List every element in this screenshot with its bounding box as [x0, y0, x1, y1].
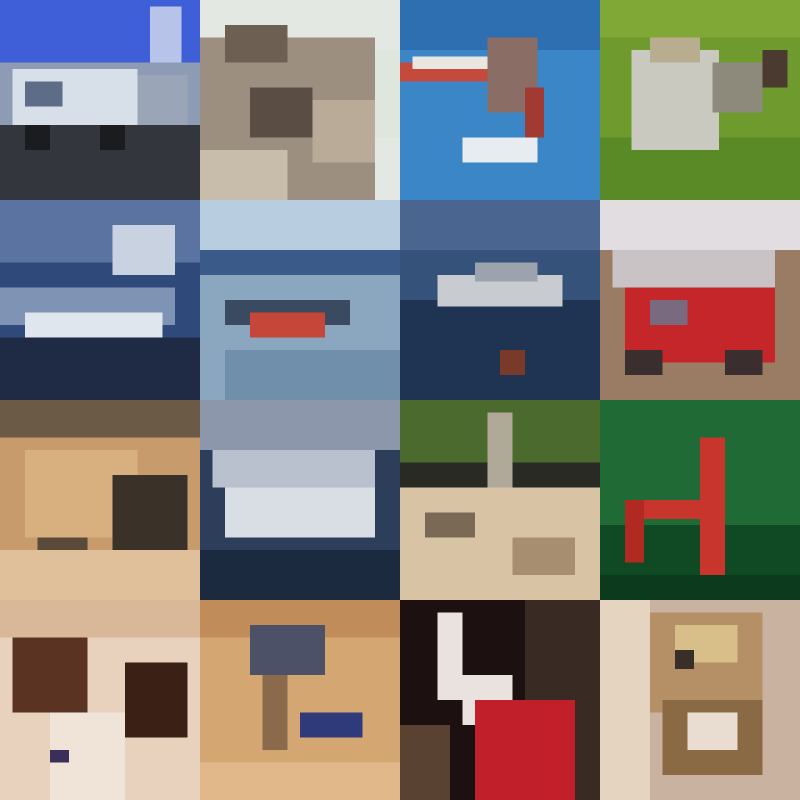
tile-rocky-terrain: [200, 0, 400, 200]
tile-red-vehicle: [600, 200, 800, 400]
tile-animal-on-ground: [0, 400, 200, 600]
tile-red-and-white-object: [400, 600, 600, 800]
tile-bird-on-grass: [600, 0, 800, 200]
tile-aircraft-over-water: [400, 200, 600, 400]
tile-dog: [0, 600, 200, 800]
tile-truck: [0, 0, 200, 200]
tile-scene-with-ground: [400, 400, 600, 600]
tile-cat: [600, 600, 800, 800]
tile-ship-at-sea: [0, 200, 200, 400]
tile-white-aircraft: [200, 400, 400, 600]
tile-red-object-on-green: [600, 400, 800, 600]
tile-boat: [200, 200, 400, 400]
tile-object-on-table: [200, 600, 400, 800]
tile-airplane: [400, 0, 600, 200]
